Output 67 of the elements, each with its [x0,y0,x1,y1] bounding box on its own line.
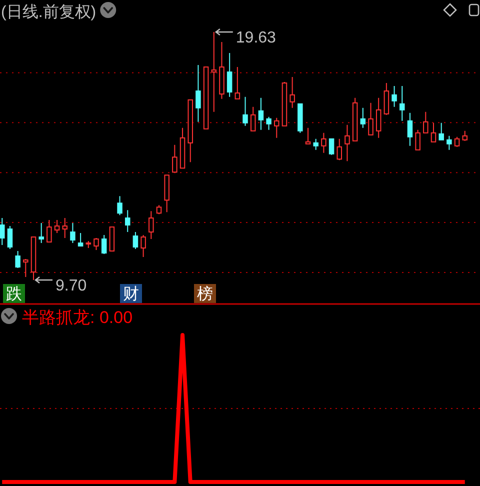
candlestick [368,102,374,136]
candlestick [305,127,311,144]
candlestick [274,117,280,138]
candlestick [376,97,382,138]
candlestick [282,81,288,126]
candlestick [211,32,217,112]
candlestick [423,111,428,134]
candlestick [234,66,240,100]
candlestick [203,66,209,130]
candlestick [415,129,420,150]
candlestick [0,218,5,246]
candlestick [78,232,84,247]
candlestick [70,222,76,244]
candlestick [54,220,60,234]
candlestick [321,132,326,154]
candlestick [196,64,201,122]
candlestick [124,210,130,233]
text: 财 [123,285,139,303]
candlestick [94,238,99,251]
candlestick [438,122,444,140]
candlestick [117,196,122,216]
text: 跌 [6,286,22,303]
candlestick [430,122,436,142]
candlestick [101,234,107,255]
annotation: 19.63 [236,30,276,47]
candlestick [352,97,358,142]
candlestick [140,234,146,258]
candlestick [400,85,405,122]
candlestick [462,130,468,142]
candlestick [336,138,342,161]
candlestick [384,82,390,116]
candlestick [86,240,92,249]
candlestick [226,52,232,98]
candlestick [290,76,295,108]
candlestick [188,99,193,163]
candlestick [15,250,20,269]
candlestick [392,85,397,108]
candlestick [30,236,36,280]
candlestick [344,124,350,162]
candlestick [266,116,272,130]
candlestick [172,144,178,173]
candlestick [242,96,248,126]
chart-title: 半路抓龙: 0.00 [22,308,133,327]
candlestick [298,103,303,134]
candlestick [360,107,366,128]
candlestick [156,204,162,215]
candlestick [250,106,256,132]
candlestick [407,112,413,146]
candlestick [313,138,318,150]
candlestick [62,218,68,239]
candlestick [454,136,460,148]
annotation: 9.70 [56,278,87,295]
chart-title: (日线.前复权) [1,3,96,21]
candlestick [23,258,28,278]
candlestick [38,222,44,244]
candlestick [46,220,52,243]
candlestick [328,138,334,156]
candlestick [258,97,264,130]
candlestick [180,127,186,169]
candlestick [109,226,115,252]
candlestick [219,41,224,100]
candlestick [164,174,170,213]
candlestick [446,135,452,150]
candlestick [132,232,138,250]
text: 榜 [197,285,213,303]
candlestick [148,210,154,240]
candlestick [7,226,13,250]
